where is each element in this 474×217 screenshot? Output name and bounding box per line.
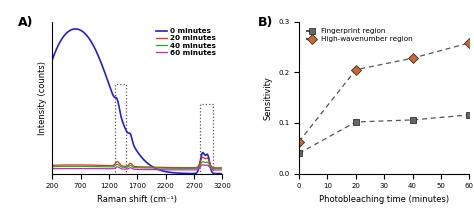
- 20 minutes: [215, 166, 220, 169]
- Bar: [200, 104, 213, 174]
- 40 minutes: [49, 165, 55, 168]
- X-axis label: Raman shift (cm⁻¹): Raman shift (cm⁻¹): [97, 195, 177, 204]
- 40 minutes: [183, 167, 189, 170]
- 20 minutes: [132, 165, 138, 168]
- Line: 60 minutes: 60 minutes: [52, 165, 222, 170]
- Line: 20 minutes: 20 minutes: [52, 157, 222, 168]
- 60 minutes: [183, 169, 189, 171]
- 60 minutes: [58, 167, 64, 170]
- 0 minutes: [49, 59, 55, 61]
- 40 minutes: [215, 167, 220, 170]
- Legend: 0 minutes, 20 minutes, 40 minutes, 60 minutes: 0 minutes, 20 minutes, 40 minutes, 60 mi…: [153, 25, 219, 59]
- 0 minutes: [128, 133, 133, 135]
- 0 minutes: [183, 172, 189, 175]
- 40 minutes: [215, 167, 220, 170]
- 20 minutes: [128, 162, 133, 164]
- 0 minutes: [73, 28, 78, 30]
- Bar: [115, 84, 126, 174]
- Text: B): B): [258, 16, 273, 29]
- 40 minutes: [128, 164, 133, 167]
- 0 minutes: [215, 172, 220, 175]
- Y-axis label: Sensitivity: Sensitivity: [264, 76, 273, 120]
- 0 minutes: [132, 147, 138, 149]
- Legend: Fingerprint region, High-wavenumber region: Fingerprint region, High-wavenumber regi…: [302, 25, 416, 45]
- X-axis label: Photobleaching time (minutes): Photobleaching time (minutes): [319, 195, 449, 204]
- 60 minutes: [219, 169, 225, 171]
- 20 minutes: [219, 166, 225, 169]
- 60 minutes: [132, 168, 138, 171]
- 0 minutes: [219, 172, 225, 175]
- 60 minutes: [200, 163, 206, 166]
- 60 minutes: [215, 169, 220, 171]
- Line: 0 minutes: 0 minutes: [52, 29, 222, 174]
- 0 minutes: [58, 39, 64, 42]
- 40 minutes: [132, 166, 138, 169]
- 60 minutes: [215, 169, 220, 171]
- 20 minutes: [215, 166, 220, 169]
- 20 minutes: [49, 164, 55, 167]
- 20 minutes: [183, 166, 189, 169]
- 40 minutes: [58, 165, 64, 168]
- 0 minutes: [215, 172, 220, 175]
- 20 minutes: [200, 156, 206, 159]
- 20 minutes: [58, 164, 64, 166]
- 40 minutes: [219, 167, 225, 170]
- 60 minutes: [128, 166, 133, 169]
- 60 minutes: [49, 167, 55, 170]
- Text: A): A): [18, 16, 34, 29]
- 40 minutes: [200, 160, 206, 163]
- Y-axis label: Intensity (counts): Intensity (counts): [37, 61, 46, 135]
- Line: 40 minutes: 40 minutes: [52, 162, 222, 169]
